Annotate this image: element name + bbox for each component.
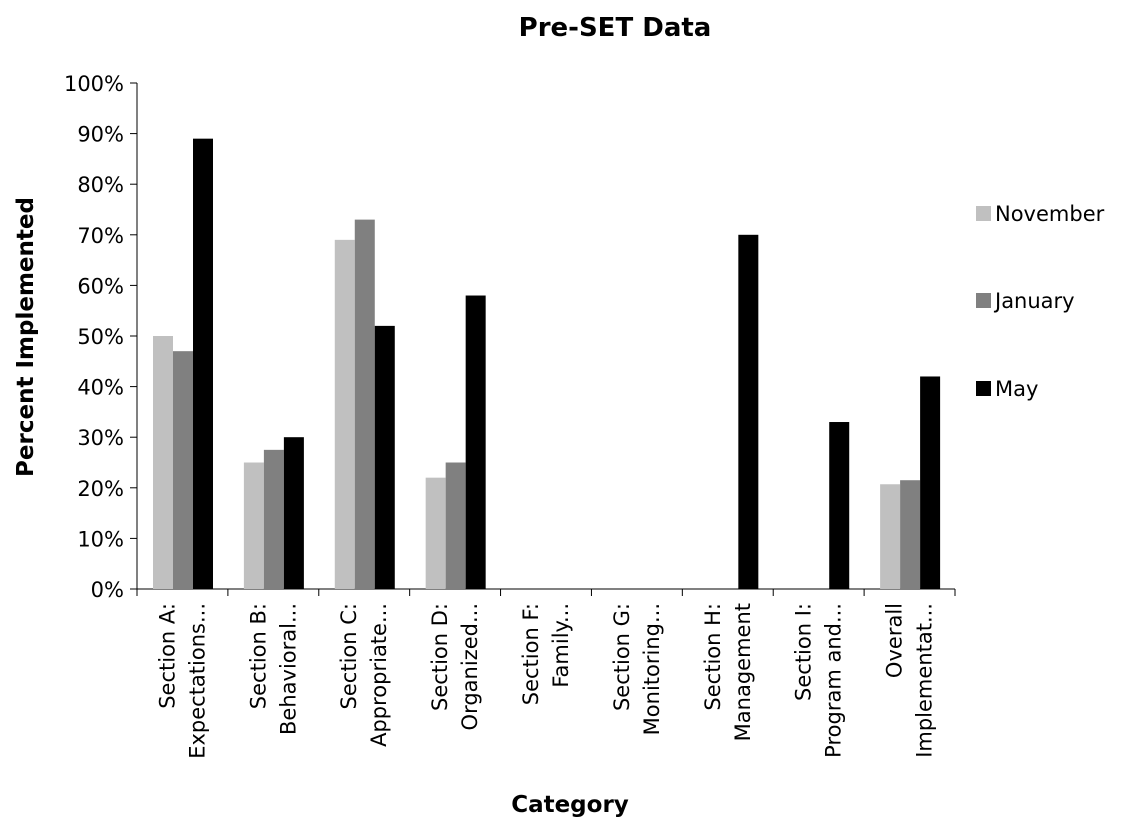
category-label: Section B: Behavioral... <box>246 603 300 735</box>
bar-may <box>829 422 850 589</box>
category-label: Section F: Family... <box>519 603 573 705</box>
legend-swatch-november <box>976 206 991 221</box>
bar-november <box>153 336 173 589</box>
category-label: Section H: Management <box>701 603 755 741</box>
bar-may <box>920 376 941 589</box>
legend-swatch-may <box>976 381 991 396</box>
y-tick-label: 20% <box>77 477 124 501</box>
legend-label-may: May <box>995 377 1038 401</box>
category-label: Section A: Expectations... <box>155 603 209 759</box>
bar-may <box>193 138 213 589</box>
y-tick-label: 0% <box>91 578 124 602</box>
x-axis-title: Category <box>511 792 629 818</box>
bar-january <box>354 219 375 589</box>
y-tick-label: 60% <box>77 274 124 298</box>
bar-may <box>738 234 759 590</box>
category-label: Section G: Monitoring... <box>610 603 664 735</box>
bar-may <box>374 325 395 589</box>
category-label: Section D: Organized... <box>428 603 482 730</box>
bar-may <box>283 437 304 589</box>
bar-january <box>900 480 921 589</box>
y-tick-label: 70% <box>77 224 124 248</box>
category-label: Section I: Program and... <box>792 603 846 758</box>
category-label: Overall Implementat... <box>883 603 937 758</box>
bar-may <box>465 295 486 589</box>
bar-january <box>263 449 284 589</box>
bar-january <box>445 462 466 589</box>
y-tick-label: 80% <box>77 173 124 197</box>
bar-november <box>334 239 355 590</box>
y-tick-label: 30% <box>77 426 124 450</box>
category-label: Section C: Appropriate... <box>337 603 391 747</box>
y-axis-title: Percent Implemented <box>13 197 39 477</box>
legend-label-january: January <box>993 289 1075 313</box>
legend: November January May <box>976 202 1105 401</box>
y-tick-label: 40% <box>77 376 124 400</box>
legend-label-november: November <box>995 202 1105 226</box>
legend-swatch-january <box>976 293 991 308</box>
y-tick-label: 10% <box>77 527 124 551</box>
plot-area: 0% 10% 20% 30% 40% 50% 60% 70% 80% 90% 100% Section… <box>64 72 956 759</box>
y-tick-label: 100% <box>64 72 124 96</box>
bar-november <box>243 462 264 589</box>
bar-january <box>173 351 193 589</box>
y-tick-label: 90% <box>77 123 124 147</box>
bar-november <box>880 484 901 589</box>
bar-november <box>425 477 446 589</box>
y-tick-label: 50% <box>77 325 124 349</box>
chart-title: Pre-SET Data <box>519 13 712 43</box>
